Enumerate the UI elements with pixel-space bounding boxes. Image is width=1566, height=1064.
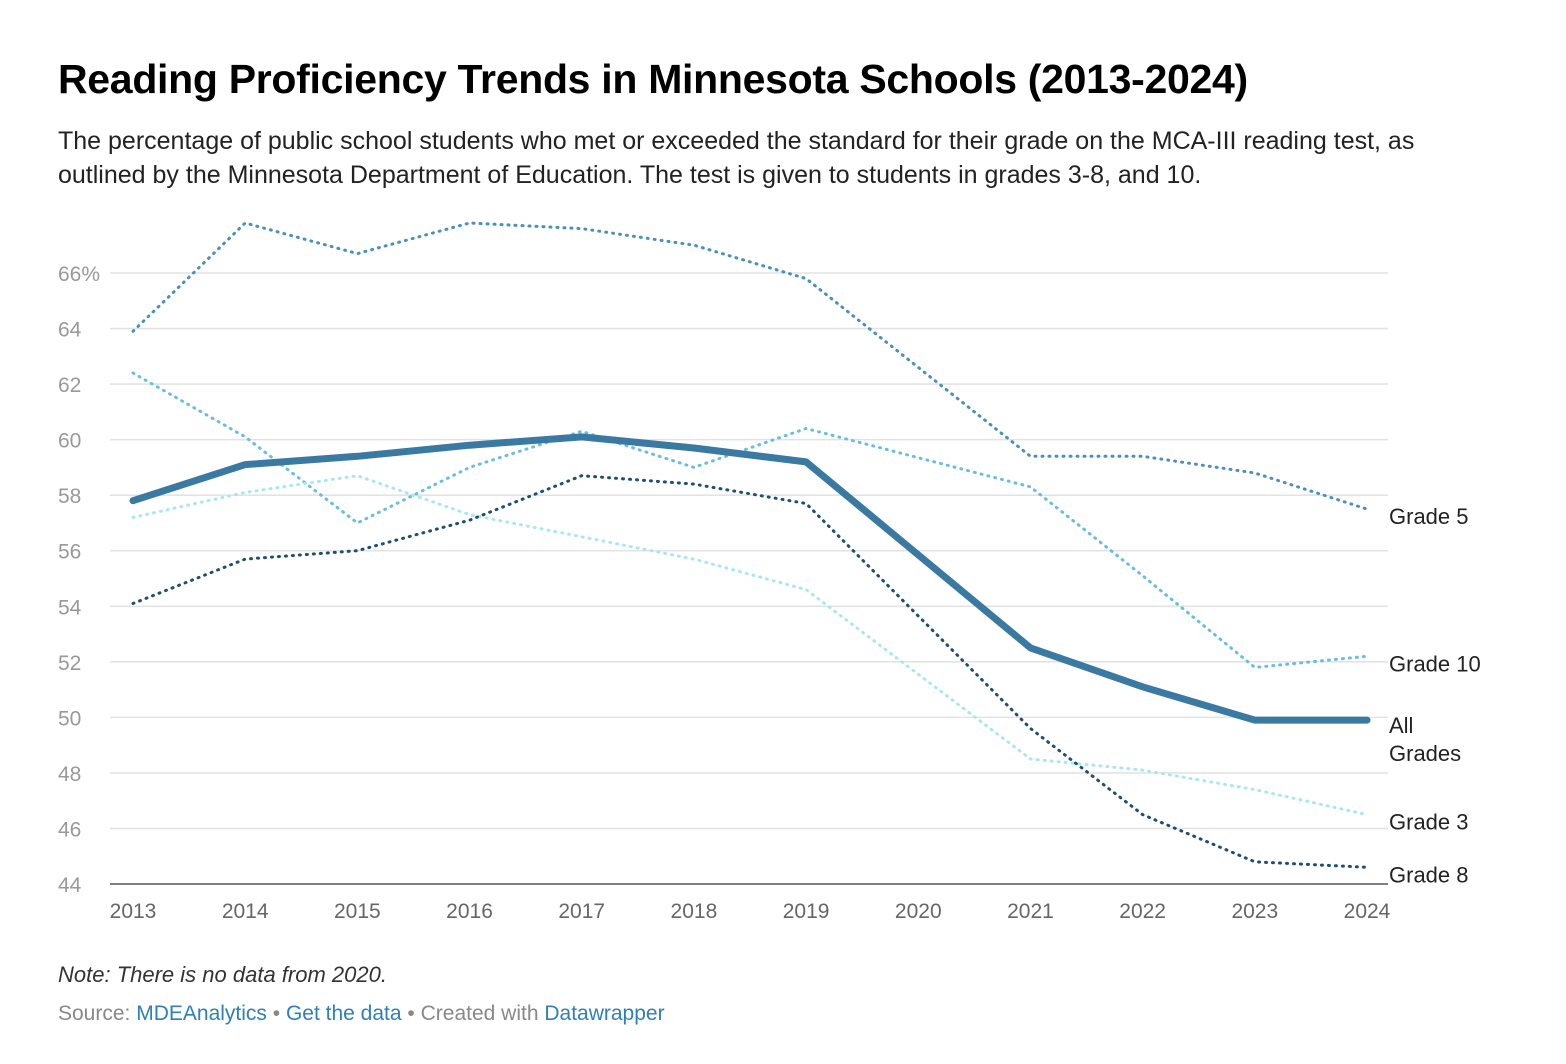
y-tick-label: 60 bbox=[58, 430, 81, 453]
series-label-grade-3: Grade 3 bbox=[1389, 810, 1469, 835]
chart-note: Note: There is no data from 2020. bbox=[58, 962, 387, 987]
series-lines bbox=[129, 221, 1371, 869]
y-axis-ticks: 44 46 48 50 52 54 56 58 60 62 64 66% bbox=[58, 263, 100, 897]
x-tick-label: 2014 bbox=[222, 900, 269, 923]
x-tick-label: 2013 bbox=[110, 900, 157, 923]
datawrapper-link[interactable]: Datawrapper bbox=[544, 1002, 665, 1025]
y-tick-label: 48 bbox=[58, 763, 81, 786]
series-label-all-grades: Grades bbox=[1389, 741, 1461, 766]
x-tick-label: 2015 bbox=[334, 900, 381, 923]
y-tick-label: 44 bbox=[58, 874, 82, 897]
source-label: Source: bbox=[58, 1002, 131, 1025]
y-tick-label: 54 bbox=[58, 596, 82, 619]
y-tick-label: 46 bbox=[58, 818, 81, 841]
x-tick-label: 2018 bbox=[671, 900, 718, 923]
y-tick-label: 64 bbox=[58, 319, 82, 342]
chart-footer: Source: MDEAnalytics • Get the data • Cr… bbox=[58, 1002, 665, 1026]
separator-dot: • bbox=[272, 1002, 281, 1025]
series-labels: Grade 5 Grade 10 All Grades Grade 3 Grade 8 bbox=[1389, 504, 1481, 887]
created-with-label: Created with bbox=[420, 1002, 539, 1025]
series-label-grade-10: Grade 10 bbox=[1389, 651, 1481, 676]
x-tick-label: 2023 bbox=[1231, 900, 1278, 923]
y-tick-label: 50 bbox=[58, 707, 81, 730]
series-label-grade-5: Grade 5 bbox=[1389, 504, 1469, 529]
series-label-grade-8: Grade 8 bbox=[1389, 862, 1469, 887]
y-tick-label: 66% bbox=[58, 263, 100, 286]
x-axis-ticks: 2013 2014 2015 2016 2017 2018 2019 2020 2021 2022… bbox=[110, 900, 1391, 923]
series-line-grade-3 bbox=[131, 474, 1369, 817]
y-tick-label: 52 bbox=[58, 652, 81, 675]
x-tick-label: 2020 bbox=[895, 900, 942, 923]
series-line-grade-10 bbox=[131, 371, 1369, 669]
y-tick-label: 58 bbox=[58, 485, 81, 508]
separator-dot: • bbox=[407, 1002, 415, 1025]
series-line-grade-8 bbox=[131, 474, 1369, 869]
x-tick-label: 2016 bbox=[446, 900, 493, 923]
x-tick-label: 2022 bbox=[1119, 900, 1166, 923]
x-tick-label: 2019 bbox=[783, 900, 830, 923]
series-label-all-grades: All bbox=[1389, 713, 1413, 738]
get-data-link[interactable]: Get the data bbox=[285, 1002, 402, 1025]
source-link[interactable]: MDEAnalytics bbox=[136, 1002, 267, 1025]
series-line-all-grades bbox=[129, 433, 1371, 724]
grid-lines bbox=[110, 272, 1388, 885]
y-tick-label: 62 bbox=[58, 374, 81, 397]
x-tick-label: 2021 bbox=[1007, 900, 1054, 923]
series-line-grade-5 bbox=[131, 221, 1369, 511]
chart-subtitle: The percentage of public school students… bbox=[58, 127, 1415, 189]
chart-title: Reading Proficiency Trends in Minnesota … bbox=[58, 56, 1248, 102]
x-tick-label: 2017 bbox=[558, 900, 605, 923]
x-tick-label: 2024 bbox=[1344, 900, 1391, 923]
y-tick-label: 56 bbox=[58, 541, 81, 564]
